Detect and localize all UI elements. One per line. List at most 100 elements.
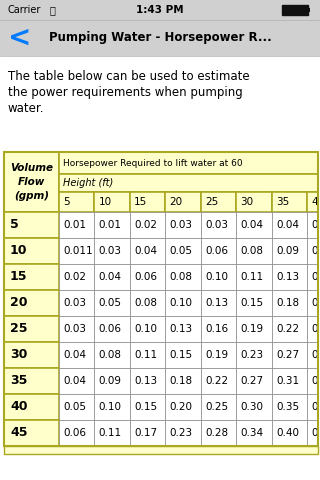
Text: 35: 35 — [276, 197, 289, 207]
Text: Volume
Flow
(gpm): Volume Flow (gpm) — [10, 163, 53, 201]
Bar — [201, 290, 236, 316]
Bar — [94, 212, 130, 238]
Text: 0: 0 — [311, 428, 318, 438]
Bar — [4, 394, 59, 420]
Bar — [4, 316, 59, 342]
Bar — [0, 20, 320, 56]
Bar — [236, 342, 272, 368]
Bar — [201, 192, 236, 212]
Text: 0.10: 0.10 — [99, 402, 122, 412]
Bar — [236, 420, 272, 446]
Bar — [59, 342, 94, 368]
Text: 0.17: 0.17 — [134, 428, 157, 438]
Text: 0.01: 0.01 — [99, 220, 122, 230]
Bar — [130, 420, 165, 446]
Bar — [307, 264, 318, 290]
Text: 0.19: 0.19 — [240, 324, 264, 334]
Text: Horsepower Required to lift water at 60: Horsepower Required to lift water at 60 — [63, 158, 243, 168]
Bar — [165, 212, 201, 238]
Bar — [59, 212, 94, 238]
Text: Pumping Water - Horsepower R...: Pumping Water - Horsepower R... — [49, 32, 271, 45]
Bar — [59, 394, 94, 420]
Text: 0.31: 0.31 — [276, 376, 299, 386]
Bar — [94, 238, 130, 264]
Text: 0.09: 0.09 — [99, 376, 122, 386]
Text: 0.01: 0.01 — [63, 220, 86, 230]
Bar — [130, 394, 165, 420]
Bar — [94, 316, 130, 342]
Text: 0.22: 0.22 — [276, 324, 299, 334]
Bar — [130, 212, 165, 238]
Text: 25: 25 — [205, 197, 218, 207]
Text: water.: water. — [8, 102, 44, 115]
Text: 1:43 PM: 1:43 PM — [136, 5, 184, 15]
Bar — [59, 264, 94, 290]
Bar — [307, 368, 318, 394]
Text: 0: 0 — [311, 376, 318, 386]
Bar — [130, 342, 165, 368]
Text: 0.03: 0.03 — [99, 246, 122, 256]
Bar — [236, 368, 272, 394]
Bar — [236, 238, 272, 264]
Text: 0.06: 0.06 — [63, 428, 86, 438]
Text: 0.25: 0.25 — [205, 402, 228, 412]
Text: 0.13: 0.13 — [205, 298, 228, 308]
Bar — [4, 368, 59, 394]
Text: 0.23: 0.23 — [240, 350, 264, 360]
Text: 0.15: 0.15 — [240, 298, 264, 308]
Text: 0.08: 0.08 — [240, 246, 263, 256]
Text: <: < — [8, 24, 31, 52]
Text: 0.20: 0.20 — [169, 402, 192, 412]
Text: 0.08: 0.08 — [169, 272, 192, 282]
Text: 0.06: 0.06 — [205, 246, 228, 256]
Text: 0.30: 0.30 — [240, 402, 263, 412]
Text: 0: 0 — [311, 298, 318, 308]
Text: 20: 20 — [10, 297, 28, 310]
Text: 40: 40 — [10, 400, 28, 413]
Text: 0.27: 0.27 — [240, 376, 264, 386]
Text: 0.02: 0.02 — [63, 272, 86, 282]
Bar — [130, 238, 165, 264]
Text: 0.10: 0.10 — [134, 324, 157, 334]
Text: 0.06: 0.06 — [99, 324, 122, 334]
Bar — [165, 394, 201, 420]
Bar — [201, 264, 236, 290]
Text: 0.27: 0.27 — [276, 350, 299, 360]
Bar — [201, 212, 236, 238]
Text: 0.22: 0.22 — [205, 376, 228, 386]
Bar — [272, 238, 307, 264]
Text: 35: 35 — [10, 374, 28, 387]
Bar — [4, 238, 59, 264]
Bar — [272, 212, 307, 238]
Bar — [236, 192, 272, 212]
Text: 0.04: 0.04 — [134, 246, 157, 256]
Bar — [272, 316, 307, 342]
Bar — [307, 316, 318, 342]
Bar — [307, 394, 318, 420]
Text: Carrier: Carrier — [8, 5, 41, 15]
Bar — [59, 420, 94, 446]
Bar — [130, 368, 165, 394]
Text: 4: 4 — [311, 197, 318, 207]
Bar — [165, 316, 201, 342]
Bar — [59, 192, 94, 212]
Text: Height (ft): Height (ft) — [63, 178, 113, 188]
Bar — [130, 192, 165, 212]
Text: 0.35: 0.35 — [276, 402, 299, 412]
Bar — [307, 212, 318, 238]
Text: 0.11: 0.11 — [99, 428, 122, 438]
Bar — [307, 238, 318, 264]
Bar — [236, 290, 272, 316]
Bar — [165, 420, 201, 446]
Text: the power requirements when pumping: the power requirements when pumping — [8, 86, 243, 99]
Text: 0.02: 0.02 — [134, 220, 157, 230]
Text: 0.28: 0.28 — [205, 428, 228, 438]
Text: 0.40: 0.40 — [276, 428, 299, 438]
Text: 0: 0 — [311, 272, 318, 282]
Text: 0.03: 0.03 — [63, 298, 86, 308]
Bar — [4, 290, 59, 316]
Text: The table below can be used to estimate: The table below can be used to estimate — [8, 70, 250, 83]
Text: 0.04: 0.04 — [276, 220, 299, 230]
Bar — [59, 152, 318, 174]
Bar — [201, 238, 236, 264]
